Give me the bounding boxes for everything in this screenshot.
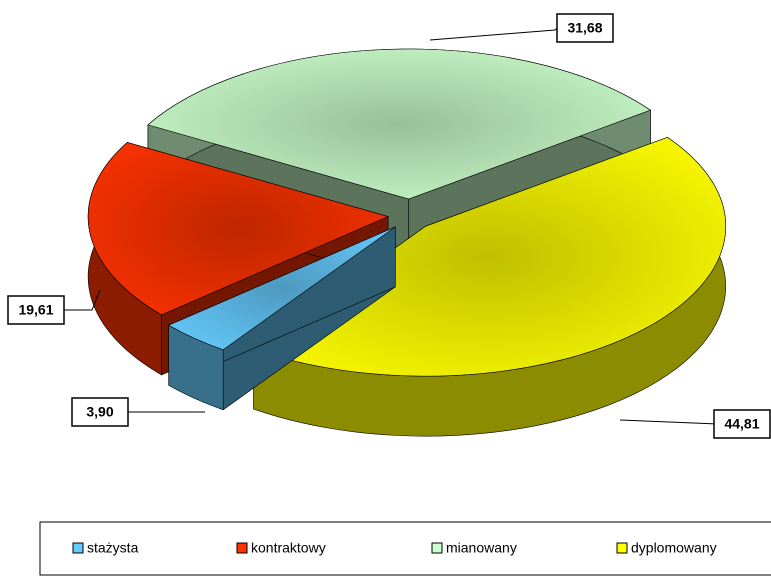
legend-swatch [431,542,443,554]
leader-line [619,419,719,425]
legend-swatch [616,542,628,554]
value-label: 19,61 [18,302,53,318]
value-label: 31,68 [567,20,602,36]
leader-line [429,27,558,41]
value-label-box [713,409,771,439]
legend-label: mianowany [446,540,517,556]
slice [168,226,396,351]
value-label-box [556,13,614,43]
legend-box [39,521,771,576]
legend-label: dyplomowany [631,540,717,556]
value-label: 3,90 [86,404,113,420]
value-label: 44,81 [724,416,759,432]
legend-swatch [236,542,248,554]
legend-label: stażysta [87,540,139,556]
value-label-box [71,397,129,427]
leader-line [64,289,101,311]
value-label-box [7,295,65,325]
slice [87,142,389,316]
slice [253,137,727,377]
legend-label: kontraktowy [251,540,326,556]
legend-swatch [72,542,84,554]
slice [147,48,652,200]
